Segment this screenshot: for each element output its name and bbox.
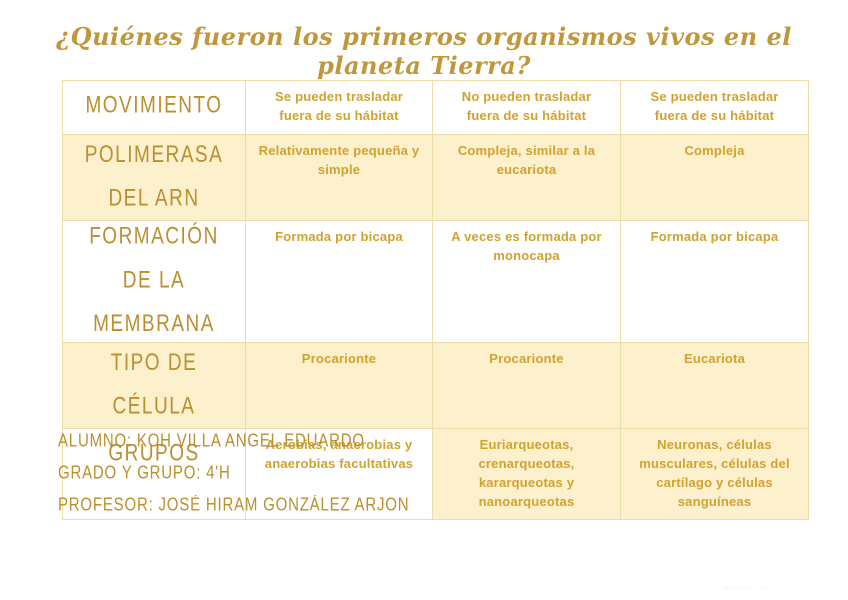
table-cell: Compleja, similar a la eucariota: [432, 133, 621, 222]
row-label-membrana: FORMACIÓN DE LA MEMBRANA: [62, 220, 246, 343]
comparison-table: MOVIMIENTO Se pueden trasladar fuera de …: [62, 80, 809, 521]
table-cell: Eucariota: [620, 341, 809, 429]
row-label-text: TIPO DE CÉLULA: [110, 349, 198, 420]
table-cell: Compleja: [620, 133, 809, 222]
row-label-grupos: GRUPOS: [62, 427, 246, 521]
table-cell: Neuronas, células musculares, células de…: [620, 427, 809, 521]
table-cell: Euriarqueotas, crenarqueotas, kararqueot…: [432, 427, 621, 521]
student-name-line: ALUMNO: KOH VILLA ANGEL EDUARDO: [58, 431, 365, 452]
table-row-polimerasa: POLIMERASA DEL ARN Relativamente pequeña…: [62, 133, 809, 222]
grade-group-line: GRADO Y GRUPO: 4'H: [58, 463, 231, 484]
row-label-text: POLIMERASA DEL ARN: [84, 141, 224, 213]
watermark: ·· ····· ·· · ···: [724, 586, 769, 592]
table-cell: Se pueden trasladar fuera de su hábitat: [245, 80, 433, 135]
footer-info: ALUMNO: KOH VILLA ANGEL EDUARDO GRADO Y …: [58, 431, 409, 527]
table-cell: Se pueden trasladar fuera de su hábitat: [620, 80, 809, 135]
table-row-tipo-celula: TIPO DE CÉLULA Procarionte Procarionte E…: [62, 341, 809, 429]
table-cell: A veces es formada por monocapa: [432, 220, 621, 343]
table-cell: Aerobias, anaerobias y anaerobias facult…: [245, 427, 433, 521]
table-cell: Formada por bicapa: [245, 220, 433, 343]
table-cell: No pueden trasladar fuera de su hábitat: [432, 80, 621, 135]
page-title: ¿Quiénes fueron los primeros organismos …: [56, 22, 792, 80]
table-cell: Procarionte: [432, 341, 621, 429]
row-label-tipo-celula: TIPO DE CÉLULA: [62, 341, 246, 429]
table-row-membrana: FORMACIÓN DE LA MEMBRANA Formada por bic…: [62, 220, 809, 343]
teacher-name-line: PROFESOR: JOSÉ HIRAM GONZÁLEZ ARJON: [58, 495, 410, 516]
row-label-text: FORMACIÓN DE LA MEMBRANA: [89, 223, 219, 338]
table-row-movimiento: MOVIMIENTO Se pueden trasladar fuera de …: [62, 80, 809, 135]
table-cell: Procarionte: [245, 341, 433, 429]
row-label-text: MOVIMIENTO: [85, 92, 223, 119]
row-label-text: GRUPOS: [108, 440, 200, 467]
table-row-grupos: GRUPOS Aerobias, anaerobias y anaerobias…: [62, 427, 809, 521]
table-cell: Formada por bicapa: [620, 220, 809, 343]
row-label-polimerasa: POLIMERASA DEL ARN: [62, 133, 246, 222]
row-label-movimiento: MOVIMIENTO: [62, 80, 246, 135]
table-cell: Relativamente pequeña y simple: [245, 133, 433, 222]
